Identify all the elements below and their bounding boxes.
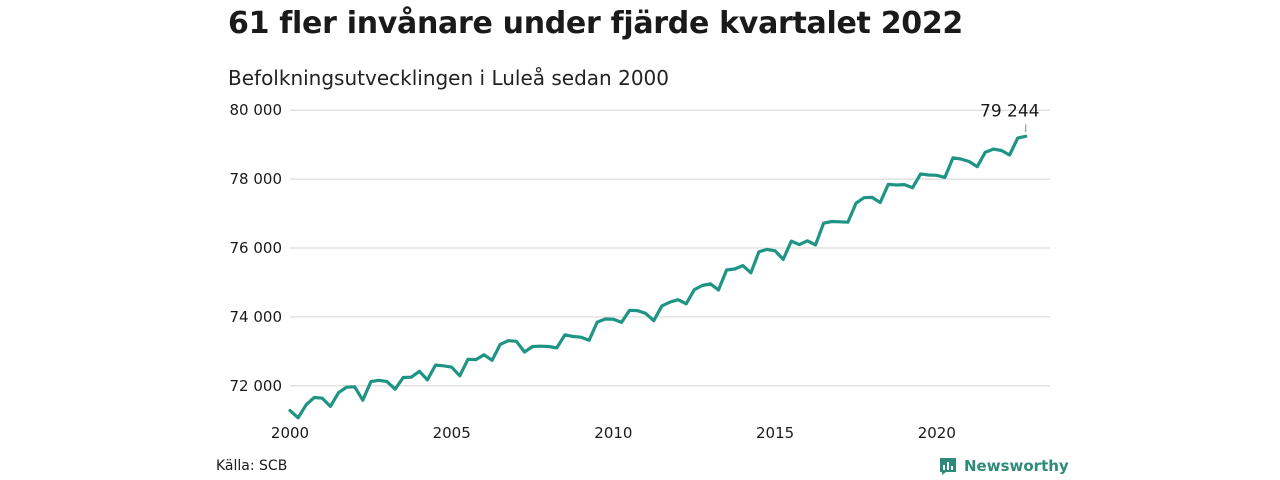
x-tick-label: 2015 [756,424,794,442]
end-value-label: 79 244 [980,101,1039,121]
source-note: Källa: SCB [216,458,288,474]
y-tick-label: 72 000 [230,377,283,395]
gridlines [290,109,1050,387]
y-tick-label: 80 000 [230,101,283,119]
population-line [288,134,1028,420]
x-tick-label: 2010 [594,424,632,442]
y-tick-label: 76 000 [230,239,283,257]
x-tick-label: 2020 [918,424,956,442]
brand-name: Newsworthy [964,457,1069,475]
brand-logo: Newsworthy [938,456,1069,476]
x-tick-label: 2000 [271,424,309,442]
chart-subtitle: Befolkningsutvecklingen i Luleå sedan 20… [228,66,669,90]
chart-title: 61 fler invånare under fjärde kvartalet … [228,6,963,41]
x-axis-ticks: 2000 2005 2010 2015 2020 [271,424,956,442]
bar-chart-icon [940,458,956,475]
y-tick-label: 78 000 [230,170,283,188]
y-axis-ticks: 72 000 74 000 76 000 78 000 80 000 [230,101,283,395]
x-tick-label: 2005 [433,424,471,442]
y-tick-label: 74 000 [230,308,283,326]
